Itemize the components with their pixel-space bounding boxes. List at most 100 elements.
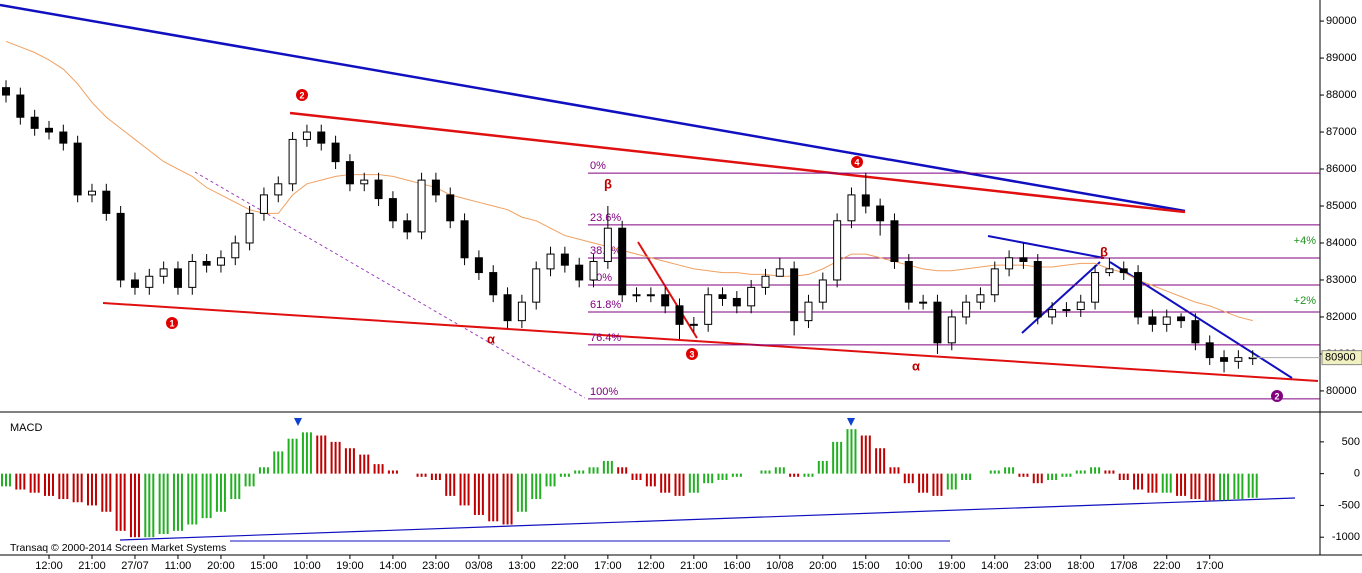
macd-bar bbox=[1122, 473, 1125, 481]
macd-bar bbox=[1118, 473, 1121, 481]
macd-bar bbox=[352, 448, 355, 474]
macd-bar bbox=[152, 473, 155, 538]
macd-bar bbox=[449, 473, 452, 496]
macd-bar bbox=[301, 432, 304, 474]
macd-bar bbox=[711, 473, 714, 484]
macd-bar bbox=[1194, 473, 1197, 500]
macd-bar bbox=[631, 473, 634, 481]
macd-bar bbox=[137, 473, 140, 538]
macd-bar bbox=[262, 467, 265, 474]
macd-bar bbox=[1176, 473, 1179, 496]
macd-bar bbox=[1069, 473, 1072, 477]
macd-bar bbox=[531, 473, 534, 500]
candle-body bbox=[173, 268, 182, 288]
candle-body bbox=[1091, 272, 1100, 303]
candle-body bbox=[919, 301, 928, 304]
macd-bar bbox=[76, 473, 79, 503]
candle-body bbox=[804, 301, 813, 322]
x-tick-label: 10:00 bbox=[895, 560, 923, 572]
macd-bar bbox=[703, 473, 706, 484]
candle-body bbox=[73, 142, 82, 196]
macd-bar bbox=[47, 473, 50, 496]
macd-bar bbox=[395, 470, 398, 474]
macd-bar bbox=[836, 441, 839, 474]
macd-bar bbox=[954, 473, 957, 490]
candle-body bbox=[145, 275, 154, 288]
macd-bar bbox=[66, 473, 69, 500]
macd-bar bbox=[144, 473, 147, 538]
macd-bar bbox=[1155, 473, 1158, 493]
macd-bar bbox=[1133, 473, 1136, 490]
macd-bar bbox=[1104, 470, 1107, 474]
macd-bar bbox=[1, 473, 3, 487]
wave-label: 2 bbox=[1274, 391, 1279, 401]
macd-bar bbox=[645, 473, 648, 487]
macd-bar bbox=[592, 467, 595, 474]
candle-body bbox=[302, 131, 311, 140]
macd-bar bbox=[764, 470, 767, 474]
wave-marker bbox=[296, 89, 308, 101]
macd-bar bbox=[668, 473, 671, 493]
candle-body bbox=[575, 264, 584, 281]
macd-bar bbox=[803, 473, 806, 477]
macd-bar bbox=[1098, 467, 1101, 474]
candle-body bbox=[59, 131, 68, 144]
candle-body bbox=[2, 87, 10, 96]
candle-body bbox=[589, 260, 598, 281]
macd-bar bbox=[1051, 473, 1054, 481]
x-tick-label: 22:00 bbox=[1153, 560, 1181, 572]
macd-bar bbox=[187, 473, 190, 525]
macd-bar bbox=[1247, 473, 1250, 498]
macd-bar bbox=[473, 473, 476, 515]
macd-bar bbox=[377, 464, 380, 474]
y-tick-label: 88000 bbox=[1326, 89, 1357, 101]
macd-bar bbox=[209, 473, 212, 519]
macd-bar bbox=[739, 473, 742, 477]
x-tick-label: 11:00 bbox=[165, 560, 192, 572]
trend-line bbox=[987, 235, 1105, 259]
candle-body bbox=[790, 268, 799, 322]
macd-bar bbox=[72, 473, 75, 503]
x-tick-label: 15:00 bbox=[852, 560, 880, 572]
macd-bar bbox=[1026, 473, 1029, 477]
candle-body bbox=[1148, 316, 1157, 325]
candle-body bbox=[188, 260, 197, 288]
macd-bar bbox=[359, 454, 362, 474]
candle-body bbox=[274, 183, 283, 196]
macd-bar bbox=[1204, 473, 1207, 501]
macd-bar bbox=[653, 473, 656, 487]
macd-bar bbox=[459, 473, 462, 506]
macd-bar bbox=[864, 435, 867, 474]
y-tick-label: -1000 bbox=[1332, 531, 1360, 543]
wave-marker bbox=[851, 156, 863, 168]
macd-bar bbox=[582, 470, 585, 474]
candle-body bbox=[1205, 342, 1214, 359]
macd-bar bbox=[316, 435, 319, 474]
macd-bar bbox=[936, 473, 939, 496]
macd-bar bbox=[1126, 473, 1129, 481]
candle-body bbox=[474, 257, 483, 274]
y-tick-label: 83000 bbox=[1326, 274, 1357, 286]
macd-bar bbox=[854, 429, 857, 474]
candle-body bbox=[87, 190, 96, 196]
x-tick-label: 17:00 bbox=[1196, 560, 1224, 572]
macd-bar bbox=[309, 432, 312, 474]
candle-body bbox=[560, 253, 569, 266]
macd-bar bbox=[918, 473, 921, 493]
macd-bar bbox=[438, 473, 441, 481]
macd-bar bbox=[1094, 467, 1097, 474]
macd-bar bbox=[363, 454, 366, 474]
macd-bar bbox=[1223, 473, 1226, 501]
macd-bar bbox=[180, 473, 183, 531]
macd-bar bbox=[453, 473, 456, 496]
candle-body bbox=[259, 194, 268, 214]
macd-bar bbox=[682, 473, 685, 496]
macd-bar bbox=[1112, 470, 1115, 474]
macd-bar bbox=[1137, 473, 1140, 490]
macd-bar bbox=[846, 429, 849, 474]
macd-bar bbox=[248, 473, 251, 487]
y-tick-label: 0 bbox=[1354, 468, 1360, 480]
macd-bar bbox=[115, 473, 118, 531]
